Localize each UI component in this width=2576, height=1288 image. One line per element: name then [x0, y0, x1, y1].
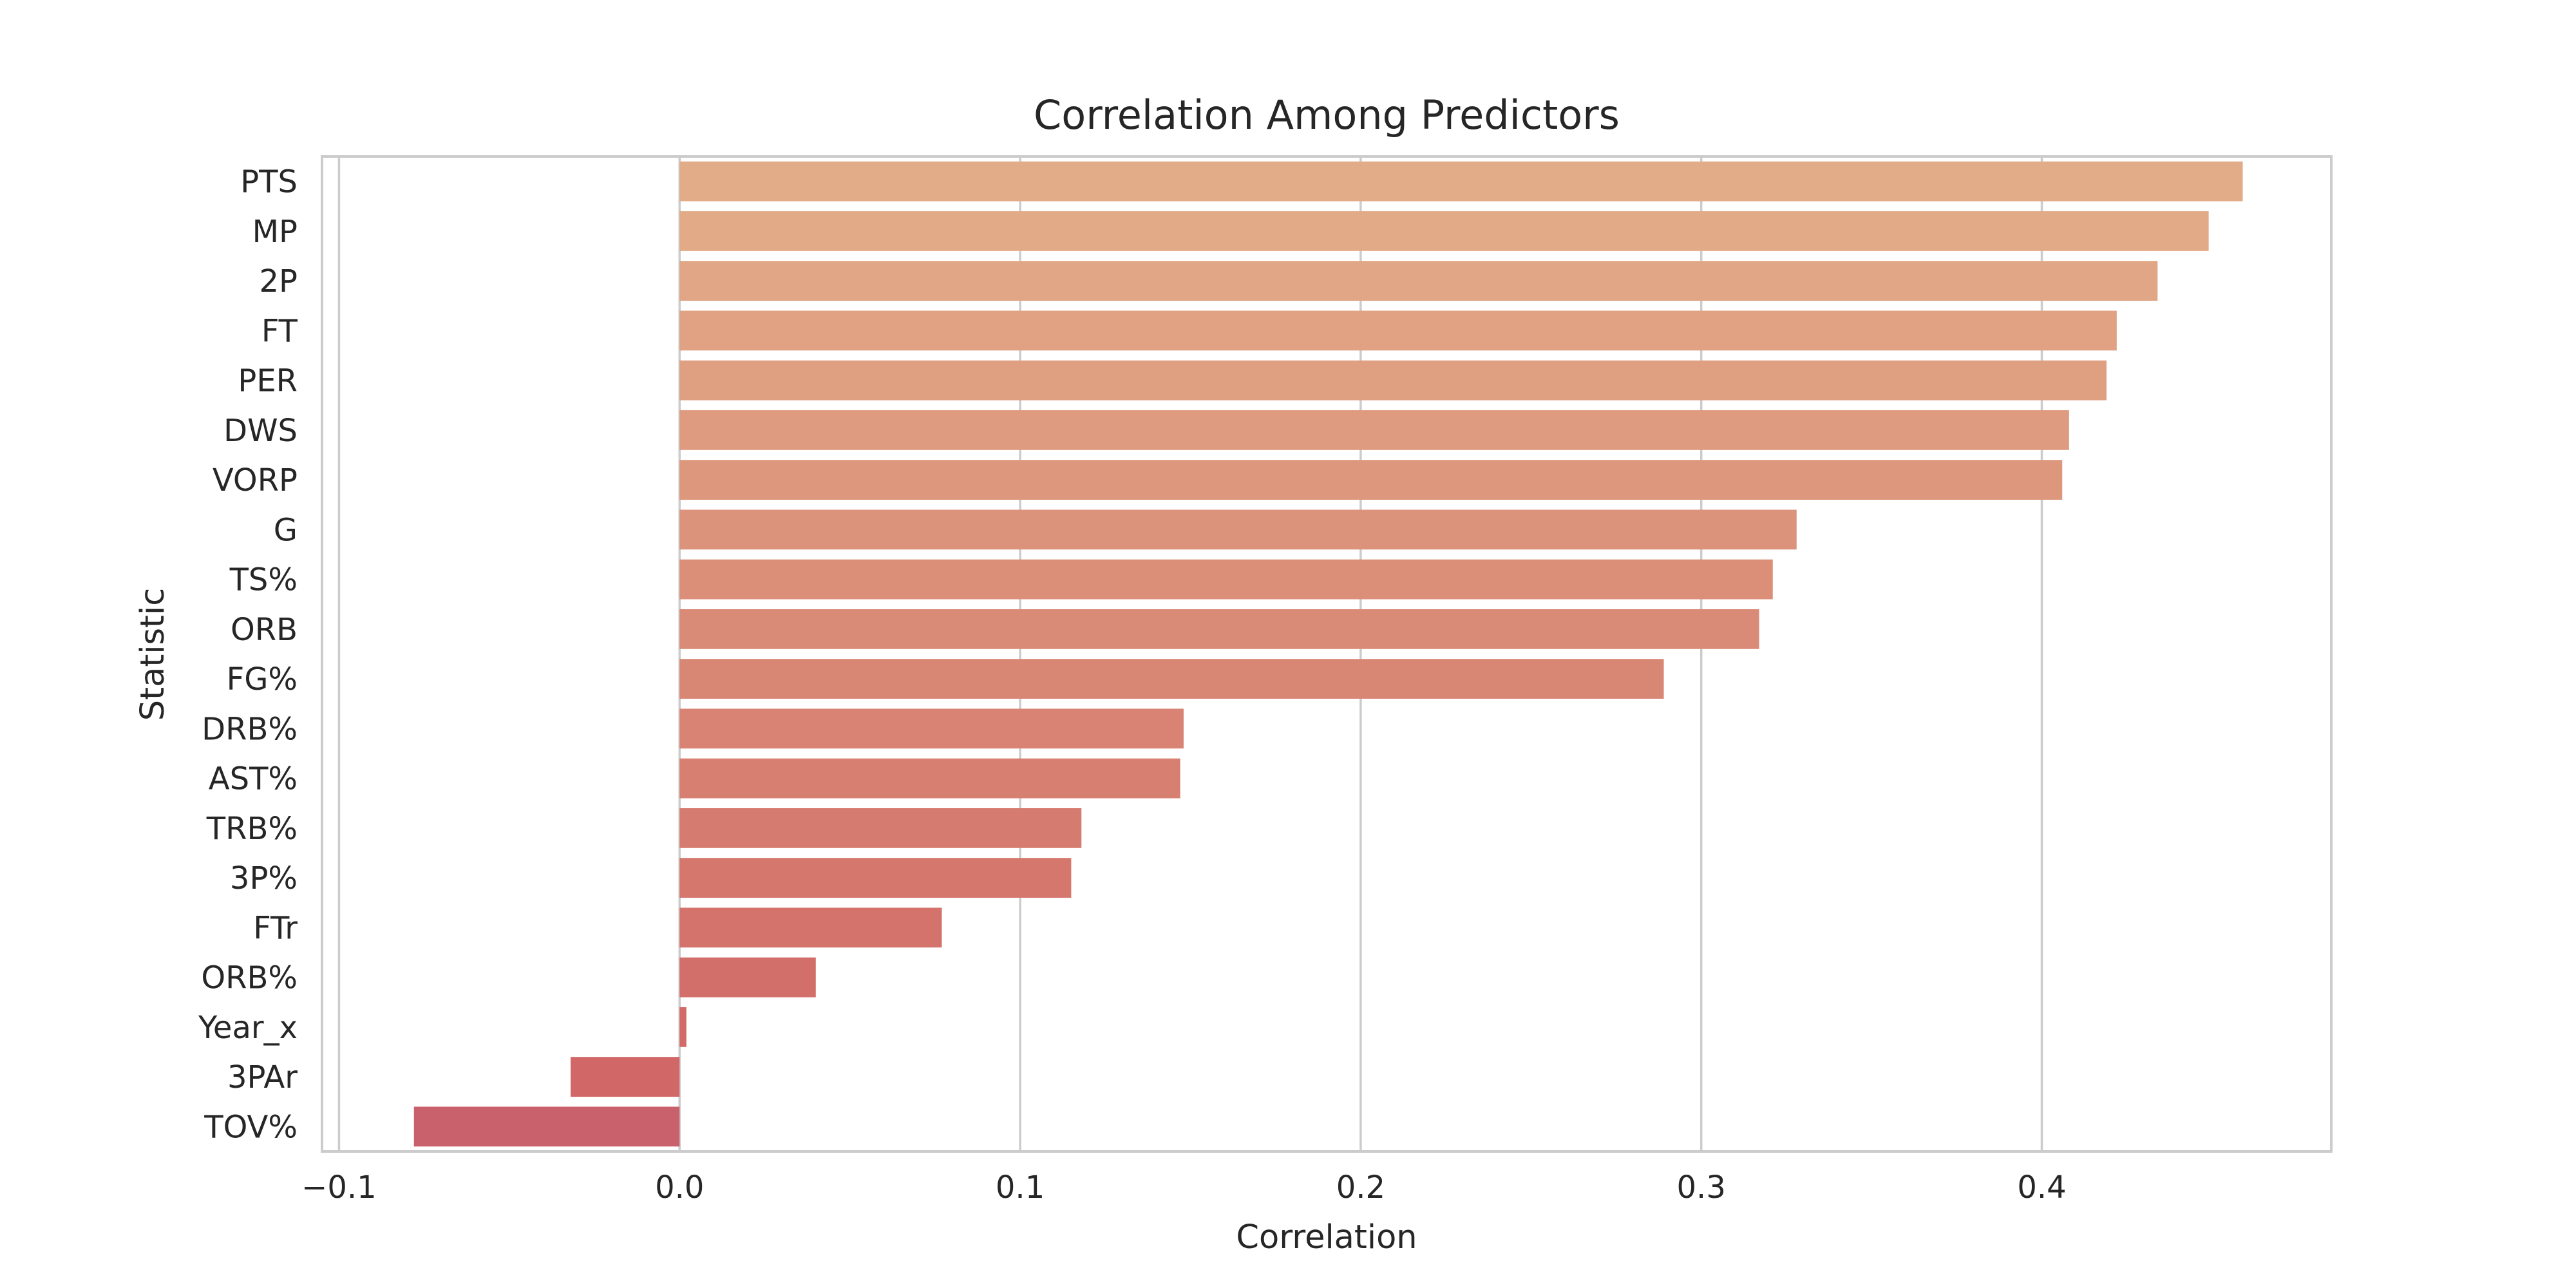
x-tick-label: 0.3 — [1677, 1170, 1726, 1206]
y-tick-label: DRB% — [202, 711, 298, 747]
y-tick-label: G — [274, 512, 298, 548]
bar — [679, 509, 1797, 550]
y-tick-label: DWS — [223, 413, 298, 449]
bar — [413, 1106, 680, 1147]
x-tick-labels: −0.1 0.0 0.1 0.2 0.3 0.4 — [301, 1170, 2067, 1206]
bar — [679, 758, 1180, 799]
x-tick-label: 0.2 — [1336, 1170, 1385, 1206]
bar — [679, 161, 2243, 202]
bar — [679, 310, 2117, 351]
x-tick-label: 0.0 — [655, 1170, 704, 1206]
bar — [679, 659, 1664, 699]
y-tick-label: MP — [252, 214, 298, 250]
y-tick-label: AST% — [209, 761, 298, 797]
y-axis-label: Statistic — [134, 588, 172, 721]
y-tick-label: ORB% — [201, 960, 298, 996]
y-tick-label: PER — [238, 363, 298, 399]
bar — [679, 808, 1082, 848]
y-tick-label: TS% — [229, 562, 298, 598]
y-tick-label: FTr — [253, 910, 298, 946]
bar — [679, 708, 1184, 749]
bar — [679, 261, 2158, 301]
y-tick-label: ORB — [231, 612, 298, 648]
bar — [679, 957, 816, 998]
y-tick-label: VORP — [213, 462, 298, 498]
bar — [679, 609, 1759, 649]
bar — [679, 211, 2209, 251]
y-tick-label: 3P% — [230, 860, 298, 896]
chart-title: Correlation Among Predictors — [1034, 91, 1620, 138]
x-tick-label: 0.4 — [2017, 1170, 2066, 1206]
plot-frame — [321, 155, 2333, 1153]
y-tick-label: TRB% — [206, 811, 298, 847]
bar — [679, 907, 942, 948]
bar — [679, 559, 1773, 600]
y-tick-label: TOV% — [204, 1109, 298, 1145]
y-tick-label: 3PAr — [227, 1059, 298, 1095]
bar — [679, 360, 2107, 401]
y-tick-label: Year_x — [198, 1010, 298, 1046]
y-tick-label: FT — [261, 313, 298, 349]
y-tick-label: FG% — [227, 661, 298, 697]
bar — [679, 460, 2063, 500]
x-tick-label: 0.1 — [996, 1170, 1045, 1206]
bars — [413, 161, 2243, 1147]
x-tick-label: −0.1 — [301, 1170, 377, 1206]
bar — [571, 1057, 680, 1097]
y-tick-label: 2P — [260, 263, 298, 299]
y-tick-labels: PTS MP 2P FT PER DWS VORP G TS% ORB FG% DRB% AST% TRB… — [198, 164, 298, 1146]
y-tick-label: PTS — [240, 164, 298, 200]
bar — [679, 1007, 687, 1047]
x-axis-label: Correlation — [1236, 1218, 1417, 1256]
bar — [679, 410, 2069, 450]
bar — [679, 858, 1072, 898]
